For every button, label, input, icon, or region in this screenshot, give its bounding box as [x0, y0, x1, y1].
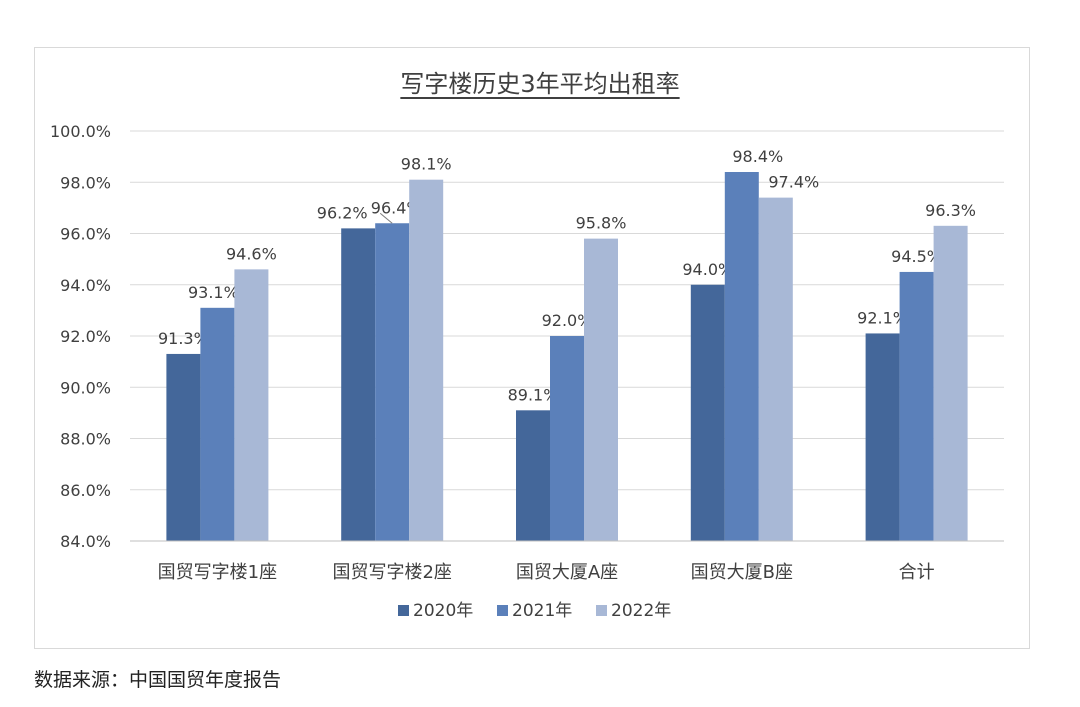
- data-label: 94.5%: [891, 247, 942, 266]
- data-label: 96.2%: [317, 203, 368, 222]
- bar: [899, 271, 934, 541]
- y-tick-label: 98.0%: [60, 173, 111, 192]
- bar: [724, 172, 759, 541]
- x-tick-label: 国贸大厦A座: [516, 562, 618, 583]
- bar: [933, 225, 968, 541]
- data-label: 97.4%: [768, 173, 819, 192]
- legend-label: 2022年: [611, 601, 671, 621]
- data-label: 98.4%: [732, 147, 783, 166]
- bar: [550, 336, 584, 541]
- data-label: 96.3%: [925, 201, 976, 220]
- data-label: 92.0%: [542, 311, 593, 330]
- y-tick-label: 94.0%: [60, 276, 111, 295]
- data-label: 96.4%: [371, 198, 422, 217]
- data-label: 92.1%: [857, 308, 908, 327]
- bar: [865, 333, 900, 541]
- data-label: 94.0%: [682, 260, 733, 279]
- legend-label: 2021年: [512, 601, 572, 621]
- x-tick-label: 国贸写字楼2座: [332, 562, 451, 583]
- bar: [409, 179, 444, 541]
- data-label: 94.6%: [226, 244, 277, 263]
- bar: [341, 228, 376, 541]
- y-tick-label: 100.0%: [50, 122, 111, 141]
- bar: [758, 197, 793, 541]
- chart-title: 写字楼历史3年平均出租率: [400, 70, 680, 98]
- data-label: 91.3%: [158, 329, 209, 348]
- chart-frame: [34, 47, 1030, 649]
- legend-swatch: [497, 605, 508, 616]
- legend-swatch: [596, 605, 607, 616]
- bar: [516, 410, 550, 541]
- source-note: 数据来源：中国国贸年度报告: [34, 669, 282, 691]
- bar: [200, 307, 235, 541]
- leader-line: [379, 212, 393, 224]
- y-tick-label: 90.0%: [60, 378, 111, 397]
- y-tick-label: 92.0%: [60, 327, 111, 346]
- y-tick-label: 86.0%: [60, 481, 111, 500]
- legend-swatch: [398, 605, 409, 616]
- x-tick-label: 国贸写字楼1座: [158, 562, 277, 583]
- y-tick-label: 84.0%: [60, 532, 111, 551]
- bar: [234, 269, 269, 541]
- bar: [690, 284, 725, 541]
- bar: [166, 353, 201, 541]
- data-label: 89.1%: [508, 385, 559, 404]
- y-tick-label: 88.0%: [60, 430, 111, 449]
- data-label: 93.1%: [188, 283, 239, 302]
- bar: [375, 223, 410, 541]
- data-label: 95.8%: [576, 214, 627, 233]
- y-tick-label: 96.0%: [60, 225, 111, 244]
- x-tick-label: 国贸大厦B座: [691, 562, 793, 583]
- bar: [584, 238, 618, 541]
- legend-label: 2020年: [413, 601, 473, 621]
- x-tick-label: 合计: [899, 562, 935, 583]
- data-label: 98.1%: [401, 155, 452, 174]
